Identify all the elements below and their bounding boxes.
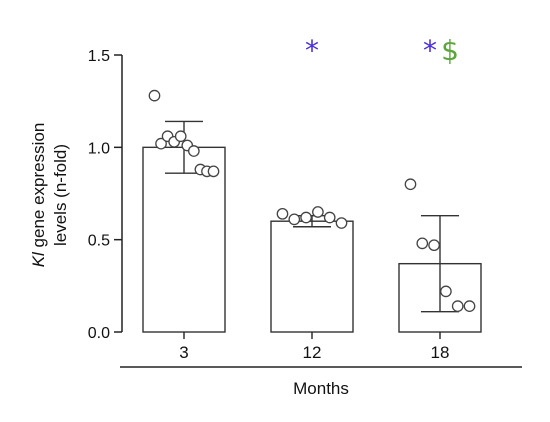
data-point <box>207 165 220 178</box>
data-point <box>288 213 301 226</box>
data-point <box>428 239 440 252</box>
data-point <box>187 145 200 157</box>
y-axis-label-line2: levels (n-fold) <box>51 144 70 246</box>
x-tick-label-12: 12 <box>303 343 322 362</box>
data-point <box>148 89 161 102</box>
data-point <box>312 206 324 218</box>
data-point <box>276 207 289 220</box>
y-tick-label: 0.5 <box>88 233 110 250</box>
data-point <box>300 211 312 224</box>
data-point <box>404 178 417 191</box>
data-point <box>463 300 476 312</box>
significance-dollar: $ <box>441 34 459 67</box>
data-point <box>174 130 187 143</box>
bar-12 <box>270 220 354 333</box>
data-point <box>335 217 348 229</box>
x-tick-label-18: 18 <box>431 343 450 362</box>
y-axis-label-line1: Kl gene expression <box>29 123 48 268</box>
y-tick-label: 1.0 <box>88 140 110 157</box>
data-point <box>155 137 167 150</box>
significance-asterisk: * <box>305 34 319 67</box>
x-axis-label: Months <box>293 379 349 398</box>
bar-3 <box>142 146 226 333</box>
y-tick-label: 1.5 <box>88 48 110 65</box>
data-point <box>323 211 336 224</box>
data-point <box>416 237 429 250</box>
significance-asterisk: * <box>423 34 437 67</box>
y-tick-label: 0.0 <box>88 325 110 342</box>
x-tick-label-3: 3 <box>179 343 188 362</box>
y-axis-label: Kl gene expression levels (n-fold) <box>29 123 70 268</box>
data-point <box>440 285 452 298</box>
data-point <box>451 300 464 312</box>
